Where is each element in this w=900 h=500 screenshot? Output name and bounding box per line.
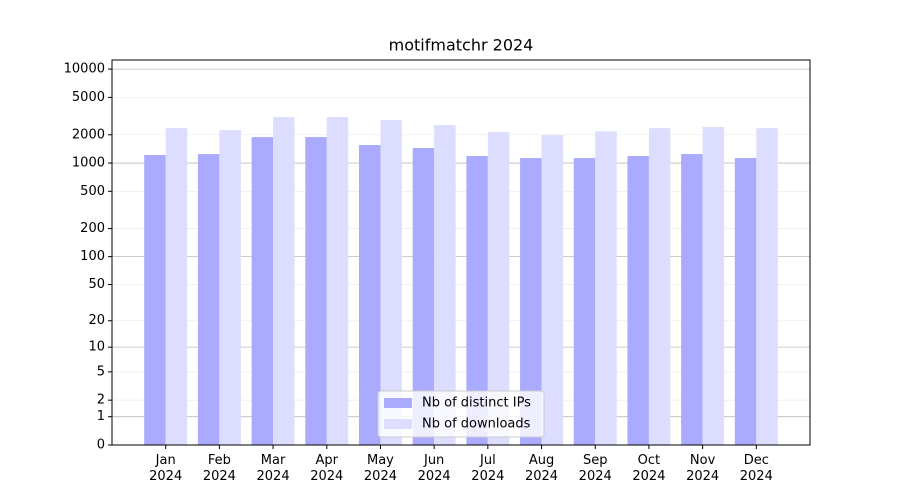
- bar: [144, 155, 166, 445]
- legend-swatch: [384, 398, 412, 408]
- x-tick-label: May 2024: [363, 453, 397, 484]
- x-tick-label: Jun 2024: [417, 453, 451, 484]
- x-tick-label: Dec 2024: [739, 453, 773, 484]
- bar: [487, 132, 510, 445]
- bar: [219, 130, 241, 446]
- y-tick-label: 1000: [72, 156, 105, 171]
- bar: [251, 137, 274, 445]
- y-tick-label: 100: [80, 249, 105, 264]
- y-tick-label: 10: [88, 340, 105, 355]
- y-tick-label: 2000: [72, 127, 105, 142]
- bar: [165, 128, 188, 446]
- bar: [573, 158, 596, 445]
- legend: Nb of distinct IPs Nb of downloads: [377, 390, 545, 438]
- bar: [273, 117, 295, 445]
- plot-frame: [111, 59, 811, 446]
- x-tick-label: Oct 2024: [632, 453, 666, 484]
- x-tick-label: Jan 2024: [149, 453, 183, 484]
- y-tick-label: 5: [97, 364, 105, 379]
- bar: [466, 156, 488, 445]
- x-tick-label: Nov 2024: [686, 453, 720, 484]
- bar: [380, 120, 402, 445]
- bar: [702, 126, 725, 445]
- bar: [412, 148, 435, 445]
- bar: [520, 158, 542, 445]
- legend-label: Nb of distinct IPs: [422, 396, 531, 411]
- y-tick-label: 5000: [72, 90, 105, 105]
- y-tick-label: 200: [80, 221, 105, 236]
- y-tick-label: 20: [88, 313, 105, 328]
- y-tick-label: 0: [97, 438, 105, 453]
- y-tick-label: 50: [88, 277, 105, 292]
- bar: [648, 128, 671, 446]
- bar: [197, 154, 220, 445]
- bar: [434, 125, 456, 445]
- x-tick-label: Apr 2024: [310, 453, 344, 484]
- chart-title: motifmatchr 2024: [389, 36, 534, 55]
- legend-label: Nb of downloads: [422, 417, 531, 432]
- y-tick-label: 2: [97, 393, 105, 408]
- y-tick-label: 1: [97, 409, 105, 424]
- bar: [627, 156, 649, 445]
- y-tick-label: 500: [80, 184, 105, 199]
- bar: [595, 131, 617, 445]
- x-tick-label: Aug 2024: [524, 453, 559, 484]
- bar: [541, 135, 564, 445]
- x-tick-label: Sep 2024: [578, 453, 612, 484]
- x-tick-label: Feb 2024: [202, 453, 236, 484]
- bar: [734, 158, 757, 445]
- legend-swatch: [384, 419, 412, 429]
- bar: [358, 145, 381, 445]
- x-tick-label: Jul 2024: [471, 453, 505, 484]
- y-tick-label: 10000: [64, 62, 105, 77]
- bar: [681, 154, 703, 445]
- legend-box: [377, 390, 545, 438]
- bar: [756, 128, 778, 446]
- bar: [305, 137, 327, 445]
- x-tick-label: Mar 2024: [256, 453, 290, 484]
- bar: [326, 117, 349, 445]
